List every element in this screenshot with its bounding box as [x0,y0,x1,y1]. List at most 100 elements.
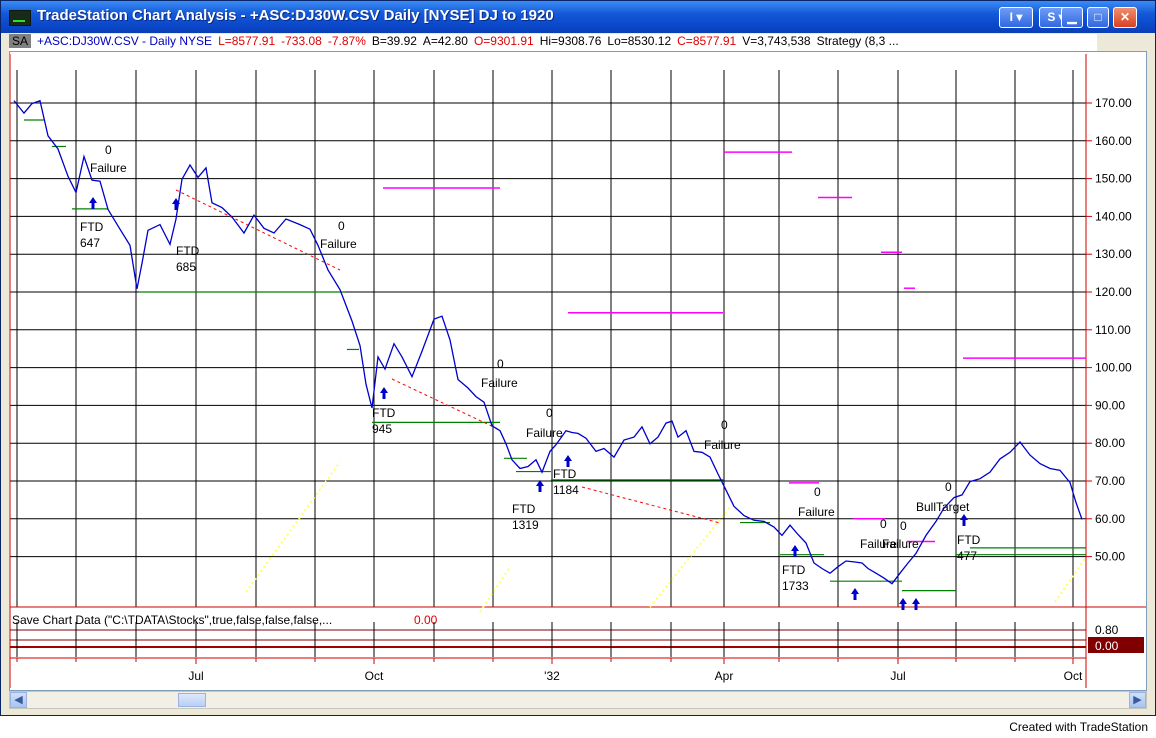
ftd-arrow-icon [564,455,572,467]
ask-value: A=42.80 [422,34,468,48]
ftd-number: 1184 [553,483,579,497]
time-axis-label: Jul [188,669,203,683]
net-change: -733.08 [281,34,322,48]
sa-badge[interactable]: SA [9,34,32,48]
failure-label: Failure [704,438,741,452]
time-axis-label: Apr [715,669,734,683]
close-value: C=8577.91 [677,34,737,48]
ftd-label: FTD [957,533,981,547]
ftd-arrow-icon [172,198,180,210]
ftd-number: 1733 [782,579,809,593]
ftd-label: FTD [80,220,104,234]
price-axis-label: 150.00 [1095,172,1132,186]
failure-label: Failure [90,161,127,175]
time-axis-label: Oct [1064,669,1083,683]
tradestation-window: TradeStation Chart Analysis - +ASC:DJ30W… [0,0,1156,716]
trend-line [581,486,721,524]
zero-count-label: 0 [497,357,504,371]
diagonal-guide-line [649,506,731,608]
zero-count-label: 0 [105,143,112,157]
chart-app-icon [9,10,31,26]
zero-count-label: 0 [900,519,907,533]
zero-count-label: 0 [945,480,952,494]
failure-label: Failure [798,505,835,519]
ftd-number: 647 [80,236,100,250]
failure-label: Failure [481,376,518,390]
ftd-number: 685 [176,260,196,274]
s-button-label: S [1047,10,1056,24]
bull-target-label: BullTarget [916,500,970,514]
symbol-status-line: SA +ASC:DJ30W.CSV - Daily NYSE L=8577.91 -7… [9,34,1097,51]
ftd-arrow-icon [536,480,544,492]
pct-change: -7.87% [327,34,366,48]
maximize-button[interactable]: □ [1087,7,1109,28]
indicator-value-box [1088,637,1144,653]
indicator-label: Save Chart Data ("C:\TDATA\Stocks",true,… [12,613,332,627]
strategy-label: Strategy (8,3 ... [816,34,899,48]
zero-count-label: 0 [721,418,728,432]
price-axis-label: 140.00 [1095,209,1132,223]
close-button[interactable]: ✕ [1113,7,1137,28]
time-axis-label: Jul [890,669,905,683]
price-axis-label: 120.00 [1095,285,1132,299]
ftd-label: FTD [176,244,200,258]
low-value: Lo=8530.12 [607,34,672,48]
ftd-label: FTD [372,406,396,420]
time-axis-label: Oct [365,669,384,683]
ftd-arrow-icon [851,588,859,600]
i-button-label: I [1009,10,1013,24]
title-bar[interactable]: TradeStation Chart Analysis - +ASC:DJ30W… [1,1,1155,33]
failure-label: Failure [526,426,563,440]
ftd-arrow-icon [380,387,388,399]
zero-count-label: 0 [880,517,887,531]
zero-count-label: 0 [338,219,345,233]
price-axis-label: 90.00 [1095,398,1125,412]
trend-line [175,189,341,271]
scroll-left-arrow-icon[interactable]: ◀ [10,692,27,708]
failure-label: Failure [320,237,357,251]
price-axis-label: 60.00 [1095,512,1125,526]
i-menu-button[interactable]: I ▾ [999,7,1033,28]
price-axis-label: 100.00 [1095,361,1132,375]
ftd-arrow-icon [960,514,968,526]
trend-line [391,378,501,431]
ftd-number: 945 [372,422,392,436]
price-axis-label: 110.00 [1095,323,1131,337]
ftd-label: FTD [782,563,806,577]
failure-label: Failure [882,537,919,551]
price-axis-label: 80.00 [1095,436,1125,450]
scroll-thumb[interactable] [178,693,206,707]
open-value: O=9301.91 [473,34,534,48]
price-axis-label: 70.00 [1095,474,1125,488]
indicator-value: 0.00 [414,613,438,627]
last-price: L=8577.91 [218,34,276,48]
ftd-arrow-icon [89,197,97,209]
price-series-line [13,99,1083,585]
indicator-axis-value: 0.00 [1095,639,1119,653]
diagonal-guide-line [479,566,511,613]
scroll-right-arrow-icon[interactable]: ▶ [1129,692,1146,708]
chart-area[interactable]: 170.00 160.00 150.00 140.00 130.00 120.00 110.… [9,51,1147,691]
ftd-label: FTD [553,467,577,481]
ftd-number: 1319 [512,518,539,532]
horizontal-scrollbar[interactable]: ◀ ▶ [9,691,1147,709]
indicator-axis-label: 0.80 [1095,623,1119,637]
symbol-label: +ASC:DJ30W.CSV - Daily NYSE [37,34,213,48]
zero-count-label: 0 [546,406,553,420]
diagonal-guide-line [245,461,341,593]
price-axis-label: 160.00 [1095,134,1132,148]
minimize-button[interactable]: ▁ [1061,7,1083,28]
diagonal-guide-line [1054,556,1087,603]
price-chart[interactable]: 170.00 160.00 150.00 140.00 130.00 120.00 110.… [9,52,1146,690]
high-value: Hi=9308.76 [539,34,602,48]
volume-value: V=3,743,538 [742,34,811,48]
footer-credit: Created with TradeStation [1009,720,1148,734]
ftd-label: FTD [512,502,536,516]
price-axis-label: 130.00 [1095,247,1132,261]
price-axis-label: 50.00 [1095,550,1125,564]
ftd-arrow-icon [791,545,799,557]
zero-count-label: 0 [814,485,821,499]
ftd-arrow-icon [899,598,907,610]
window-title: TradeStation Chart Analysis - +ASC:DJ30W… [37,7,554,24]
price-axis-label: 170.00 [1095,96,1132,110]
